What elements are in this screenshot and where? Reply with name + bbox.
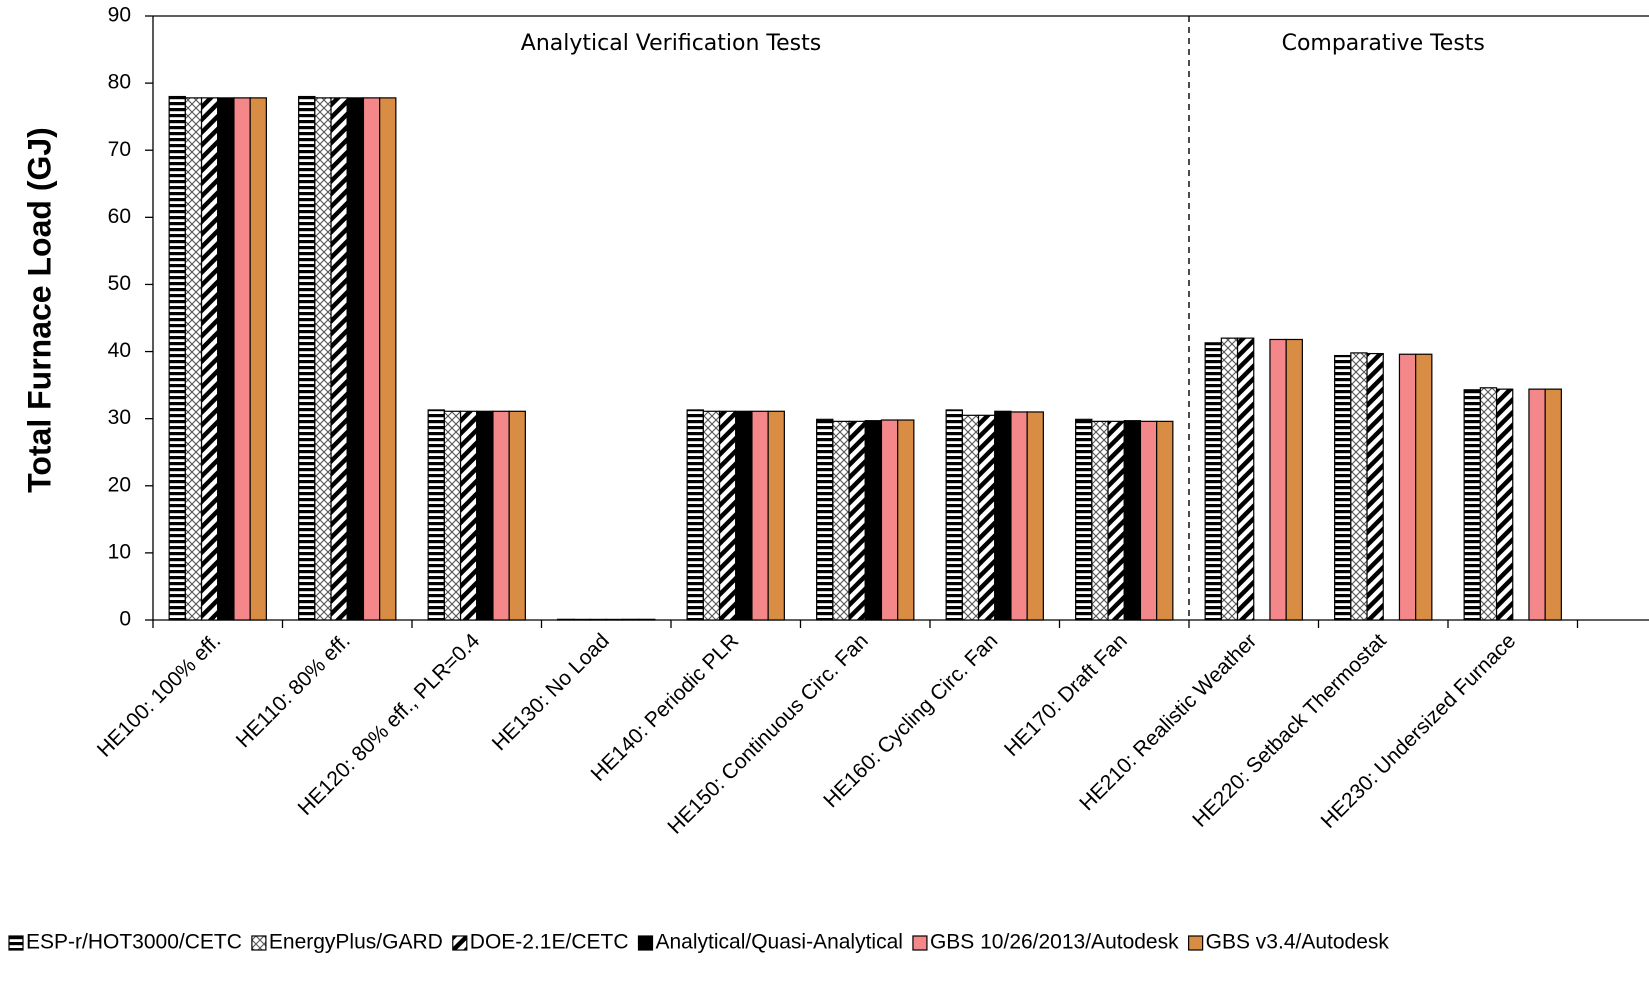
y-tick-label: 70 [108,138,131,161]
bar-esp-r-hot3000-cetc [168,95,186,621]
y-tick-label: 50 [108,272,131,295]
bar-esp-r-hot3000-cetc [816,418,834,621]
bar-doe-2-1e-cetc [1366,352,1384,621]
bar-gbs-v3-4-autodesk [1285,338,1303,621]
legend-label: Analytical/Quasi-Analytical [656,931,903,954]
bar-gbs-v3-4-autodesk [379,97,397,621]
region-label: Comparative Tests [1282,31,1485,56]
bar-analytical-quasi-analytical [994,410,1012,621]
bar-analytical-quasi-analytical [346,97,365,621]
x-tick-label: HE110: 80% eff. [232,629,355,752]
bar-doe-2-1e-cetc [1495,388,1514,621]
bar-analytical-quasi-analytical [864,420,883,621]
bar-esp-r-hot3000-cetc [557,618,575,621]
bar-doe-2-1e-cetc [718,410,737,621]
legend-label: DOE-2.1E/CETC [470,931,629,954]
bar-gbs-10-26-2013-autodesk [880,419,899,621]
bar-gbs-v3-4-autodesk [249,97,267,621]
bar-energyplus-gard [832,420,850,621]
legend-swatch [8,935,24,951]
bar-doe-2-1e-cetc [977,414,996,621]
bar-energyplus-gard [1479,387,1498,621]
bar-energyplus-gard [961,414,980,621]
bar-gbs-10-26-2013-autodesk [621,618,640,621]
x-tick-label: HE100: 100% eff. [93,629,225,761]
legend: ESP-r/HOT3000/CETC EnergyPlus/GARD DOE-2.1… [8,931,1390,954]
bar-gbs-10-26-2013-autodesk [1010,411,1028,621]
bar-gbs-v3-4-autodesk [1544,388,1562,621]
y-tick-label: 30 [108,406,131,429]
x-tick-label: HE130: No Load [488,629,614,755]
bar-esp-r-hot3000-cetc [1463,389,1481,621]
y-axis-label: Total Furnace Load (GJ) [21,127,57,493]
bar-gbs-v3-4-autodesk [638,618,656,621]
bar-energyplus-gard [443,410,462,621]
bar-gbs-v3-4-autodesk [897,419,915,621]
category-labels: HE100: 100% eff. HE110: 80% eff.HE120: 80… [93,629,1520,839]
y-tick-label: 90 [108,4,131,27]
legend-label: GBS 10/26/2013/Autodesk [930,931,1179,954]
legend-swatch [637,935,654,951]
bar-energyplus-gard [1350,352,1368,621]
bar-doe-2-1e-cetc [330,97,348,621]
axes: 0 10 20 30 40 50 60 70 80 90 [108,4,1649,631]
bar-gbs-10-26-2013-autodesk [1269,338,1287,621]
bar-doe-2-1e-cetc [1236,337,1255,621]
bar-analytical-quasi-analytical [735,410,753,621]
bar-gbs-v3-4-autodesk [508,410,526,621]
bar-analytical-quasi-analytical [605,618,624,621]
bar-gbs-10-26-2013-autodesk [751,410,769,621]
bar-esp-r-hot3000-cetc [1204,342,1222,621]
region-label: Analytical Verification Tests [521,31,821,56]
bar-gbs-10-26-2013-autodesk [1528,388,1546,621]
bar-esp-r-hot3000-cetc [945,409,963,621]
legend-label: GBS v3.4/Autodesk [1206,931,1390,954]
bar-esp-r-hot3000-cetc [427,409,445,621]
bar-gbs-v3-4-autodesk [767,410,785,621]
bar-gbs-10-26-2013-autodesk [233,97,251,621]
y-tick-label: 20 [108,473,131,496]
bar-esp-r-hot3000-cetc [1075,418,1093,621]
bar-gbs-v3-4-autodesk [1156,420,1174,621]
legend-label: EnergyPlus/GARD [269,931,443,954]
y-tick-label: 0 [119,608,131,631]
bar-gbs-v3-4-autodesk [1026,411,1044,621]
bar-esp-r-hot3000-cetc [686,409,704,621]
bar-energyplus-gard [1220,337,1239,621]
legend-label: ESP-r/HOT3000/CETC [26,931,242,954]
legend-swatch [912,935,928,951]
bar-gbs-v3-4-autodesk [1415,353,1433,621]
legend-swatch [452,935,468,951]
bar-energyplus-gard [184,97,203,621]
bar-doe-2-1e-cetc [200,97,219,621]
bar-esp-r-hot3000-cetc [1334,354,1352,621]
bar-doe-2-1e-cetc [1107,420,1125,621]
bar-gbs-10-26-2013-autodesk [492,410,510,621]
y-tick-label: 80 [108,71,131,94]
y-tick-label: 60 [108,205,131,228]
x-tick-label: HE170: Draft Fan [1000,629,1132,761]
bar-energyplus-gard [314,97,332,621]
bar-doe-2-1e-cetc [459,410,478,621]
bar-energyplus-gard [573,618,591,621]
y-tick-label: 40 [108,339,131,362]
region-labels: Analytical Verification Tests Comparative… [521,16,1485,620]
x-tick-label: HE140: Periodic PLR [587,629,744,786]
bar-analytical-quasi-analytical [217,97,235,621]
bar-gbs-10-26-2013-autodesk [1398,353,1417,621]
legend-swatch [1188,935,1204,951]
bar-energyplus-gard [702,410,721,621]
bar-doe-2-1e-cetc [848,420,866,621]
bar-doe-2-1e-cetc [589,618,607,621]
bar-gbs-10-26-2013-autodesk [362,97,381,621]
bars-layer [168,95,1562,621]
bar-analytical-quasi-analytical [1123,420,1142,621]
legend-swatch [251,935,267,951]
bar-energyplus-gard [1091,420,1109,621]
bar-esp-r-hot3000-cetc [298,95,316,621]
y-tick-label: 10 [108,540,131,563]
bar-analytical-quasi-analytical [476,410,494,621]
bar-gbs-10-26-2013-autodesk [1139,420,1158,621]
